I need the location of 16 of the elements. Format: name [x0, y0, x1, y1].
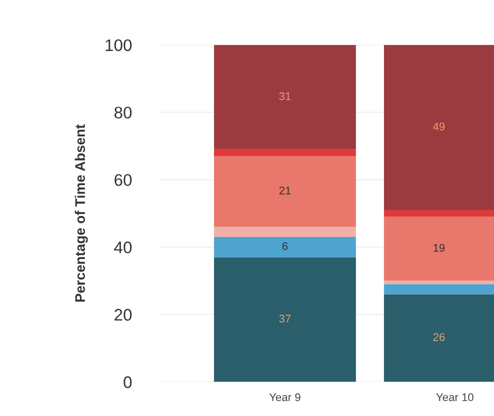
y-tick-label: 100: [106, 39, 132, 52]
y-tick-label: 0: [124, 376, 132, 388]
x-tick-label: Year 10: [436, 393, 474, 402]
data-label: 6: [282, 242, 288, 250]
data-label: 31: [279, 92, 291, 100]
x-tick-label: Year 9: [269, 393, 300, 402]
data-label: 49: [433, 122, 445, 130]
y-tick-label: 80: [114, 106, 132, 119]
y-tick-label: 20: [114, 308, 132, 321]
data-label: 26: [433, 333, 445, 342]
data-label: 37: [279, 314, 291, 323]
y-tick-label: 40: [114, 242, 132, 254]
data-label: 21: [279, 186, 291, 194]
y-tick-label: 60: [114, 174, 132, 186]
data-label: 19: [434, 244, 445, 252]
y-axis-title: Percentage of Time Absent: [74, 124, 88, 302]
